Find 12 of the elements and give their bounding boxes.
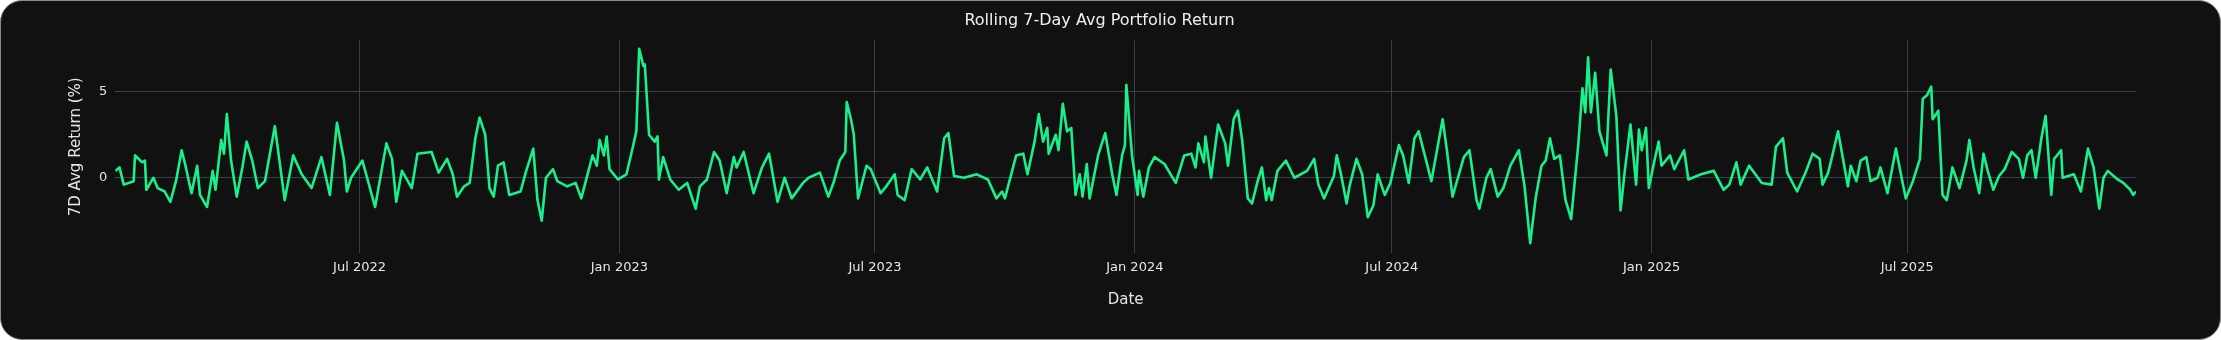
chart-title: Rolling 7-Day Avg Portfolio Return bbox=[964, 9, 1235, 29]
y-tick-label: 5 bbox=[98, 83, 108, 99]
x-tick-label: Jul 2023 bbox=[847, 258, 902, 274]
y-tick-label: 0 bbox=[98, 169, 108, 185]
x-tick-label: Jan 2024 bbox=[1105, 258, 1164, 274]
y-axis-title: 7D Avg Return (%) bbox=[65, 77, 84, 217]
x-axis-title: Date bbox=[1107, 289, 1144, 308]
x-tick-label: Jul 2022 bbox=[332, 258, 387, 274]
x-tick-label: Jan 2023 bbox=[589, 258, 649, 274]
x-tick-label: Jan 2025 bbox=[1622, 258, 1681, 274]
x-tick-label: Jul 2025 bbox=[1879, 258, 1934, 274]
x-tick-label: Jul 2024 bbox=[1364, 258, 1419, 274]
